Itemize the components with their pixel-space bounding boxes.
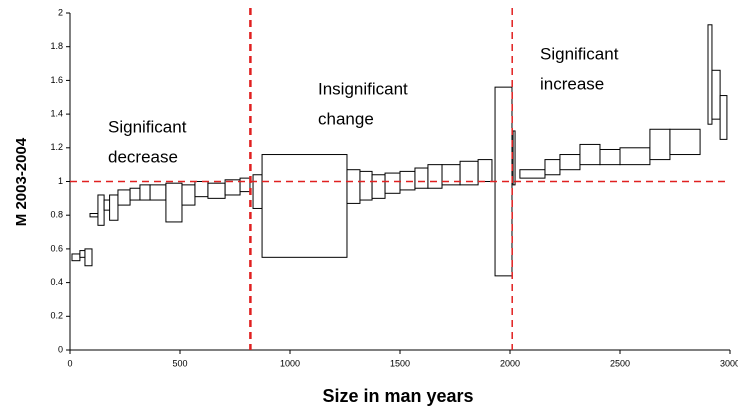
y-tick-label: 0.6 [50, 243, 63, 253]
box [194, 181, 209, 198]
box [97, 194, 105, 226]
box [71, 253, 81, 262]
box [84, 248, 93, 267]
box [181, 184, 196, 206]
annotation: Significant [108, 117, 187, 136]
box [252, 174, 263, 209]
y-tick-label: 0.2 [50, 311, 63, 321]
box [519, 169, 546, 179]
box [239, 177, 251, 193]
annotation: change [318, 109, 374, 128]
y-tick-label: 1.8 [50, 41, 63, 51]
box [599, 148, 621, 166]
box [165, 182, 183, 223]
y-tick-label: 1.2 [50, 142, 63, 152]
box [544, 159, 561, 176]
x-tick-label: 500 [172, 358, 187, 368]
box [559, 154, 581, 171]
box [399, 170, 416, 191]
y-tick-label: 2 [58, 7, 63, 17]
y-tick-label: 1.6 [50, 75, 63, 85]
box [149, 184, 167, 201]
box [261, 154, 348, 258]
annotation: increase [540, 74, 604, 93]
x-tick-label: 1500 [390, 358, 410, 368]
x-tick-label: 0 [67, 358, 72, 368]
box [117, 189, 131, 206]
box [707, 24, 713, 125]
box [346, 169, 361, 204]
box [711, 69, 721, 120]
box [669, 128, 701, 156]
x-tick-label: 2500 [610, 358, 630, 368]
y-tick-label: 0 [58, 344, 63, 354]
x-tick-label: 2000 [500, 358, 520, 368]
box [414, 167, 429, 189]
box [649, 128, 671, 161]
y-axis-label: M 2003-2004 [13, 137, 30, 226]
annotation: Insignificant [318, 79, 408, 98]
y-tick-label: 0.8 [50, 210, 63, 220]
box [619, 147, 651, 166]
box [427, 164, 443, 189]
box [719, 95, 728, 140]
box [477, 159, 493, 183]
annotation: Significant [540, 44, 619, 63]
box [109, 194, 119, 221]
box [139, 184, 151, 201]
box [579, 143, 601, 166]
box [79, 250, 86, 258]
annotation: decrease [108, 147, 178, 166]
box [207, 182, 226, 199]
x-tick-label: 1000 [280, 358, 300, 368]
y-tick-label: 0.4 [50, 277, 63, 287]
x-axis-label: Size in man years [322, 386, 473, 406]
box [359, 170, 373, 201]
box [384, 172, 401, 194]
box [89, 213, 99, 218]
y-tick-label: 1.4 [50, 108, 63, 118]
box [371, 174, 386, 199]
box [129, 187, 141, 201]
y-tick-label: 1 [58, 176, 63, 186]
x-tick-label: 3000 [720, 358, 738, 368]
box [512, 130, 516, 186]
